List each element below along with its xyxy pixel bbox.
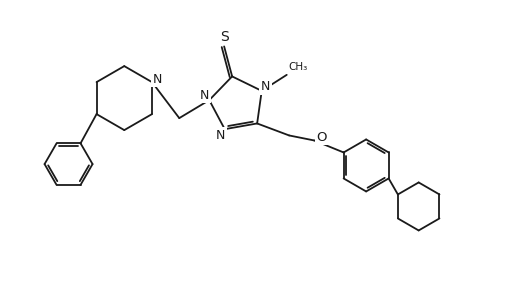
Text: N: N [152, 73, 162, 86]
Text: S: S [220, 30, 229, 45]
Text: O: O [316, 131, 327, 144]
Text: N: N [261, 80, 270, 93]
Text: CH₃: CH₃ [289, 62, 308, 72]
Text: N: N [216, 129, 226, 142]
Text: N: N [200, 89, 209, 102]
